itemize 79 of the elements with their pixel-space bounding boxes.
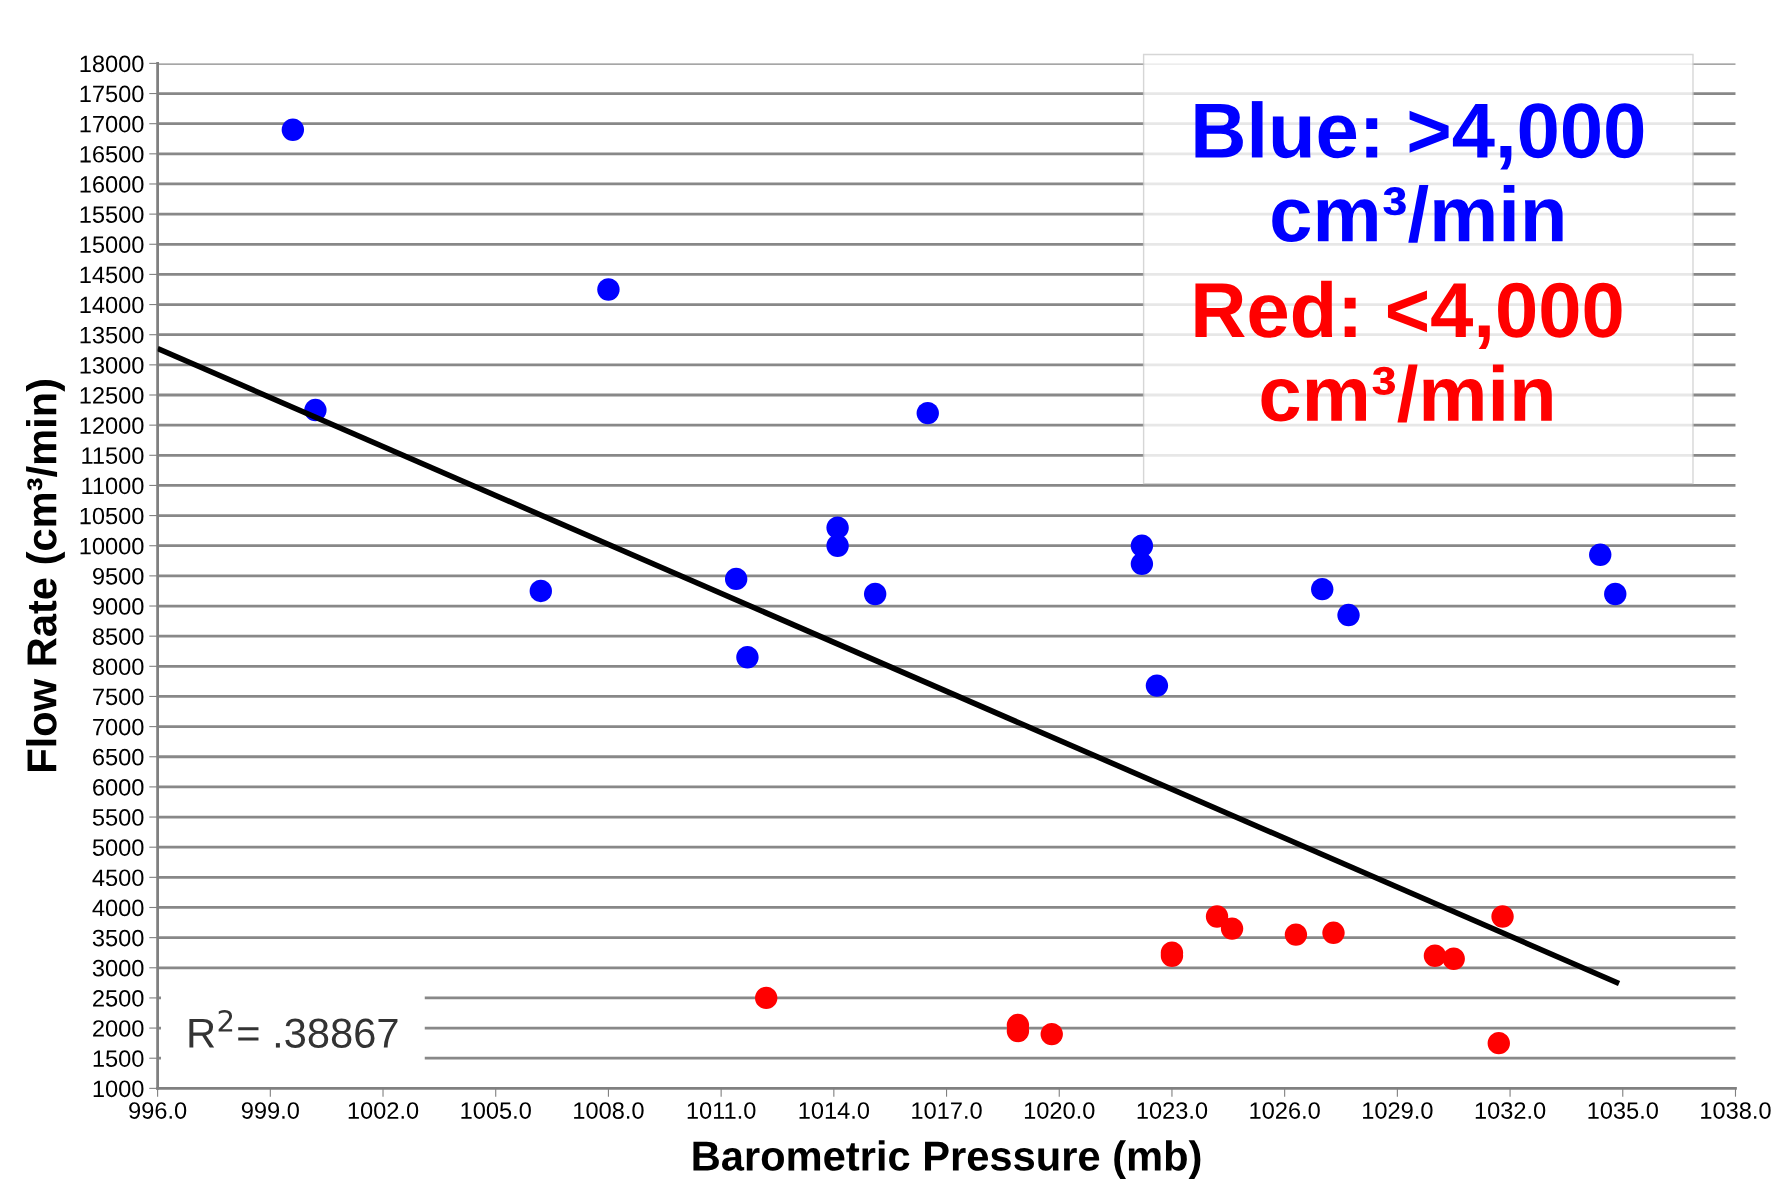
y-tick-label: 4000 bbox=[92, 899, 144, 917]
point bbox=[281, 118, 305, 141]
y-tick-label: 3500 bbox=[92, 929, 144, 947]
point bbox=[1322, 921, 1345, 944]
y-tick-label: 18000 bbox=[80, 55, 144, 73]
point bbox=[863, 582, 887, 606]
y-tick-label: 16000 bbox=[80, 176, 144, 193]
y-tick-label: 8500 bbox=[92, 628, 144, 645]
point bbox=[1130, 552, 1154, 576]
y-tick-label: 13000 bbox=[80, 356, 144, 374]
y-tick-label: 6000 bbox=[93, 778, 144, 796]
x-tick-label: 1032.0 bbox=[1475, 1102, 1546, 1119]
y-tick-label: 2500 bbox=[93, 989, 144, 1007]
x-tick-label: 1038.0 bbox=[1701, 1102, 1771, 1119]
point bbox=[1604, 582, 1627, 606]
y-tick-label: 9000 bbox=[93, 598, 144, 615]
y-tick-label: 4500 bbox=[92, 869, 144, 887]
x-tick-label: 1029.0 bbox=[1363, 1102, 1433, 1119]
point bbox=[1589, 543, 1612, 566]
y-tick-label: 16500 bbox=[80, 145, 144, 163]
y-tick-label: 10500 bbox=[80, 507, 144, 525]
x-tick-label: 1005.0 bbox=[461, 1102, 531, 1119]
point bbox=[724, 567, 748, 591]
x-tick-label: 1020.0 bbox=[1024, 1102, 1095, 1119]
y-tick-label: 7500 bbox=[93, 688, 144, 706]
y-tick-label: 10000 bbox=[80, 537, 144, 555]
point bbox=[1337, 603, 1360, 627]
y-tick-label: 11500 bbox=[82, 447, 144, 465]
point bbox=[1040, 1022, 1063, 1046]
y-tick-label: 12000 bbox=[80, 417, 144, 434]
point bbox=[1205, 905, 1229, 928]
y-tick-label: 7000 bbox=[93, 718, 144, 736]
y-tick-label: 14000 bbox=[80, 296, 144, 314]
y-tick-label: 12500 bbox=[80, 387, 144, 404]
x-tick-label: 999.0 bbox=[241, 1102, 299, 1119]
point bbox=[736, 646, 759, 669]
x-tick-label: 1035.0 bbox=[1588, 1102, 1658, 1119]
y-tick-label: 17000 bbox=[80, 115, 144, 133]
x-tick-label: 1017.0 bbox=[912, 1102, 982, 1119]
y-tick-label: 17500 bbox=[80, 85, 144, 103]
y-tick-label: 11000 bbox=[82, 477, 144, 495]
y-tick-label: 5000 bbox=[92, 839, 144, 856]
point bbox=[1487, 1031, 1510, 1055]
x-tick-label: 1002.0 bbox=[348, 1102, 419, 1119]
point bbox=[1442, 947, 1465, 970]
text: Blue: >4,000 cm³/min bbox=[1195, 101, 1644, 243]
x-tick-label: 1014.0 bbox=[799, 1102, 870, 1119]
point bbox=[1311, 577, 1334, 601]
y-tick-label: 1500 bbox=[93, 1050, 144, 1067]
text: Red: <4,000 cm³/min bbox=[1195, 280, 1622, 423]
y-tick-label: 5500 bbox=[92, 809, 144, 826]
x-tick-label: 996.0 bbox=[129, 1102, 187, 1119]
point bbox=[1284, 923, 1308, 946]
y-tick-label: 14500 bbox=[80, 266, 144, 284]
y-tick-label: 13500 bbox=[80, 326, 144, 344]
annotation: R$^{2}$= .38867 bbox=[189, 1009, 398, 1048]
point bbox=[1423, 944, 1447, 967]
point bbox=[826, 534, 849, 557]
x-tick-label: 1008.0 bbox=[574, 1102, 644, 1119]
y-tick-label: 6500 bbox=[93, 748, 144, 766]
x-tick-label: 1011.0 bbox=[687, 1102, 756, 1119]
y-tick-label: 1000 bbox=[93, 1080, 144, 1098]
y-tick-label: 15000 bbox=[80, 236, 144, 254]
x-tick-label: 1023.0 bbox=[1137, 1102, 1208, 1119]
point bbox=[1220, 917, 1244, 940]
point bbox=[1491, 905, 1514, 928]
x-axis-title: Barometric Pressure (mb) bbox=[693, 1140, 1201, 1180]
x-tick-label: 1026.0 bbox=[1250, 1102, 1320, 1119]
y-tick-label: 3000 bbox=[92, 959, 144, 977]
y-tick-label: 15500 bbox=[80, 206, 144, 223]
point bbox=[755, 986, 778, 1010]
y-axis-title: Flow Rate (cm³/min) bbox=[26, 380, 65, 771]
y-tick-label: 2000 bbox=[93, 1020, 144, 1037]
y-tick-label: 8000 bbox=[92, 658, 144, 676]
point bbox=[529, 579, 552, 603]
y-tick-label: 9500 bbox=[93, 567, 144, 585]
point bbox=[916, 401, 939, 425]
point bbox=[1145, 674, 1169, 697]
point bbox=[597, 278, 620, 301]
